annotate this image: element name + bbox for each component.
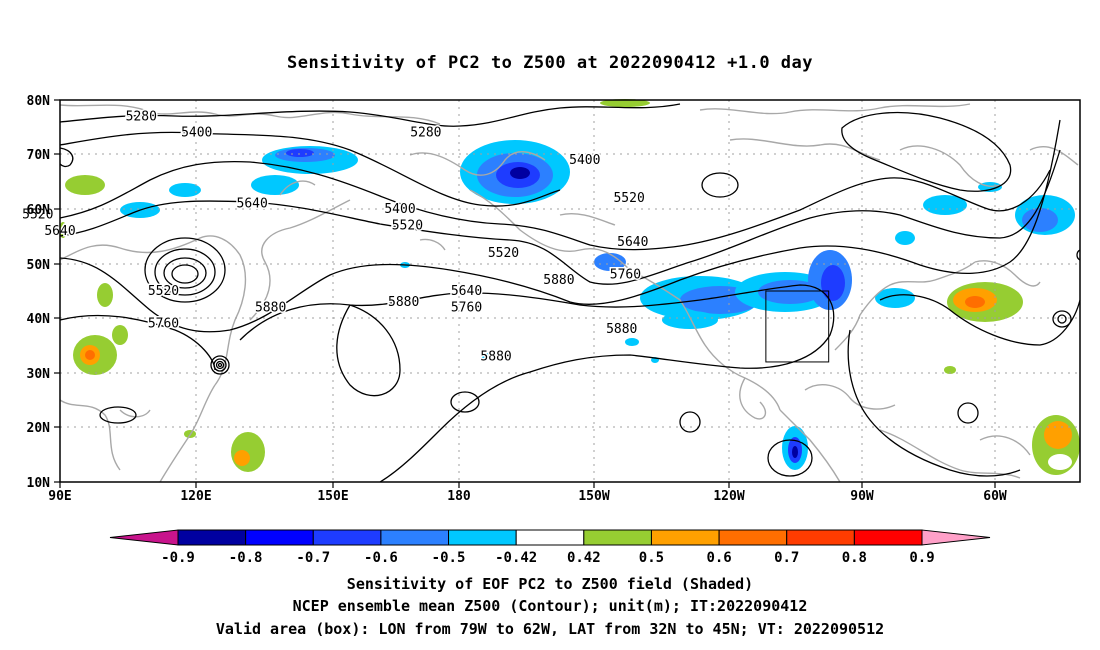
- contour-label: 5520: [22, 208, 53, 223]
- lon-label-150e: 150E: [317, 489, 348, 504]
- contour-label: 5280: [126, 109, 157, 124]
- lat-label-20n: 20N: [27, 421, 51, 436]
- colorbar-low-cap: [109, 529, 179, 546]
- colorbar-label: -0.7: [296, 550, 330, 566]
- lon-label-150w: 150W: [578, 489, 609, 504]
- lat-label-80n: 80N: [27, 94, 51, 109]
- colorbar-cell: [650, 529, 720, 546]
- latitude-labels: 80N 70N 60N 50N 40N 30N 20N 10N: [27, 94, 51, 491]
- lat-label-10n: 10N: [27, 476, 51, 491]
- caption-contour: NCEP ensemble mean Z500 (Contour); unit(…: [293, 597, 808, 615]
- lat-label-40n: 40N: [27, 312, 51, 327]
- contour-label: 5400: [384, 202, 415, 217]
- contour-label: 5880: [606, 322, 637, 337]
- contour-label: 5760: [451, 300, 482, 315]
- colorbar-label: 0.42: [567, 550, 601, 566]
- colorbar-label: -0.42: [495, 550, 537, 566]
- contour-label: 5400: [181, 126, 212, 141]
- contour-label: 5880: [388, 295, 419, 310]
- contour-label: 5520: [613, 191, 644, 206]
- caption-valid-area: Valid area (box): LON from 79W to 62W, L…: [216, 620, 884, 638]
- lon-label-60w: 60W: [983, 489, 1007, 504]
- lat-label-60n: 60N: [27, 203, 51, 218]
- colorbar-label: 0.5: [639, 550, 664, 566]
- colorbar-cells: [177, 529, 923, 546]
- colorbar-cell: [786, 529, 855, 546]
- contour-label: 5880: [480, 349, 511, 364]
- z500-contours: [59, 103, 1081, 483]
- map-frame: [59, 99, 1081, 483]
- contour-label: 5280: [410, 126, 441, 141]
- colorbar-label: 0.6: [706, 550, 731, 566]
- contour-label: 5520: [148, 284, 179, 299]
- contour-label: 5880: [255, 300, 286, 315]
- valid-area-box: [765, 290, 830, 363]
- contour-labels: 5280 5280 5400 5400 5400 5520 5520 5520 5520 5520…: [21, 108, 650, 366]
- lat-lon-grid: [60, 100, 1080, 482]
- colorbar-cell: [177, 529, 247, 546]
- contour-label: 5400: [569, 153, 600, 168]
- lon-label-90w: 90W: [850, 489, 874, 504]
- lat-label-50n: 50N: [27, 258, 51, 273]
- contour-label: 5640: [237, 197, 268, 212]
- colorbar-label: -0.9: [161, 550, 195, 566]
- colorbar-label: -0.8: [229, 550, 263, 566]
- contour-label: 5640: [617, 235, 648, 250]
- figure-title: Sensitivity of PC2 to Z500 at 2022090412…: [287, 53, 813, 73]
- contour-label: 5640: [451, 284, 482, 299]
- colorbar-cell: [515, 529, 585, 546]
- lat-label-30n: 30N: [27, 367, 51, 382]
- lat-label-70n: 70N: [27, 148, 51, 163]
- colorbar-cell: [853, 529, 923, 546]
- lon-label-120e: 120E: [180, 489, 211, 504]
- colorbar-cell: [245, 529, 314, 546]
- colorbar-label: -0.5: [432, 550, 466, 566]
- colorbar-cell: [380, 529, 450, 546]
- colorbar-label: 0.7: [774, 550, 799, 566]
- tick-marks: [54, 99, 996, 488]
- caption-shaded: Sensitivity of EOF PC2 to Z500 field (Sh…: [347, 575, 753, 593]
- longitude-labels: 90E 120E 150E 180 150W 120W 90W 60W: [48, 489, 1007, 504]
- colorbar-cell: [583, 529, 652, 546]
- colorbar-high-cap: [921, 529, 991, 546]
- colorbar-cell: [312, 529, 382, 546]
- lon-label-90e: 90E: [48, 489, 71, 504]
- coastlines: [59, 103, 1079, 483]
- contour-label: 5520: [488, 246, 519, 261]
- contour-label: 5520: [392, 219, 423, 234]
- positive-sensitivity-shading: [59, 99, 1080, 475]
- colorbar-label: -0.6: [364, 550, 398, 566]
- contour-label: 5760: [148, 317, 179, 332]
- colorbar: -0.9 -0.8 -0.7 -0.6 -0.5 -0.42 0.42 0.5 0.6 0.7 0.…: [109, 529, 991, 566]
- colorbar-label: 0.9: [909, 550, 934, 566]
- colorbar-labels: -0.9 -0.8 -0.7 -0.6 -0.5 -0.42 0.42 0.5 0.6 0.7 0.…: [161, 550, 935, 566]
- colorbar-cell: [448, 529, 517, 546]
- contour-label: 5760: [610, 268, 641, 283]
- colorbar-label: 0.8: [842, 550, 867, 566]
- colorbar-cell: [718, 529, 788, 546]
- lon-label-180: 180: [447, 489, 471, 504]
- lon-label-120w: 120W: [713, 489, 744, 504]
- contour-label: 5880: [543, 273, 574, 288]
- map-plot: 5280 5280 5400 5400 5400 5520 5520 5520 5520 5520…: [21, 94, 1081, 504]
